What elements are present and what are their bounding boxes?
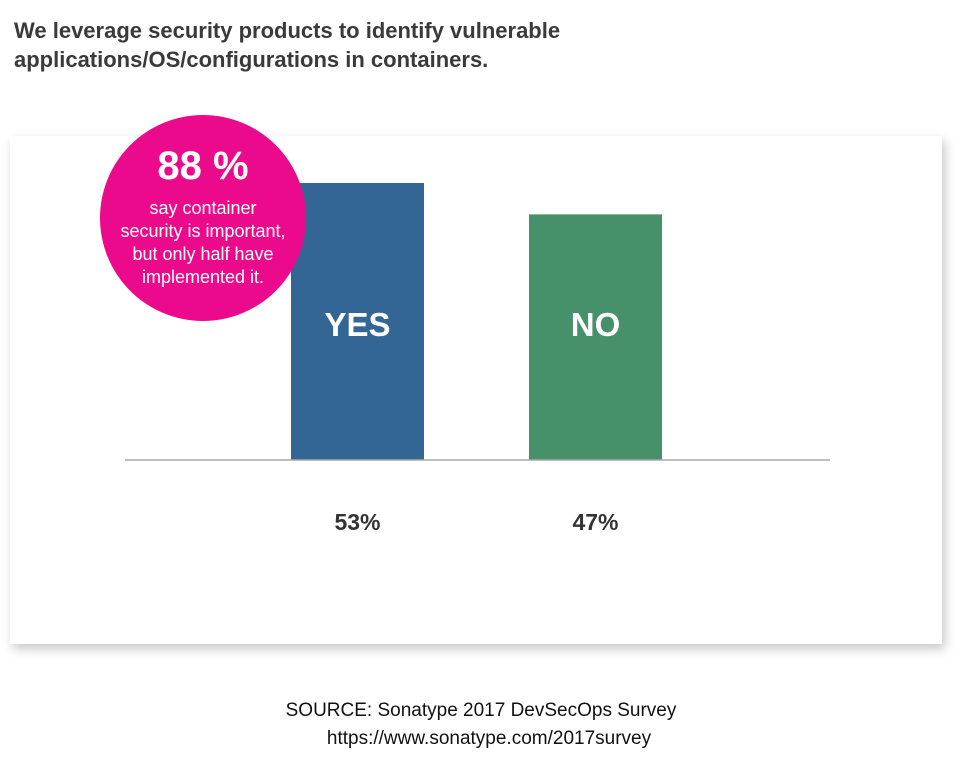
source-url: https://www.sonatype.com/2017survey	[326, 728, 652, 749]
title-line-1: We leverage security products to identif…	[14, 18, 561, 43]
bar-yes	[291, 183, 424, 460]
bar-value-label: 53%	[334, 509, 380, 535]
callout-line: security is important,	[120, 221, 286, 241]
callout-line: but only half have	[132, 244, 274, 264]
title-line-2: applications/OS/configurations in contai…	[14, 47, 489, 72]
callout-value: 88 %	[157, 144, 249, 188]
callout-line: implemented it.	[141, 267, 265, 287]
source-text: SOURCE: Sonatype 2017 DevSecOps Survey	[285, 700, 677, 721]
chart-title: We leverage security products to identif…	[14, 16, 560, 74]
callout-line: say container	[149, 198, 257, 218]
bar-category-label: NO	[571, 306, 621, 343]
bar-category-label: YES	[324, 306, 390, 343]
callout-bubble: 88 % say container security is important…	[100, 115, 306, 321]
callout-text: say container security is important, but…	[100, 197, 306, 289]
bar-value-label: 47%	[572, 509, 618, 535]
bar-no	[529, 214, 662, 460]
